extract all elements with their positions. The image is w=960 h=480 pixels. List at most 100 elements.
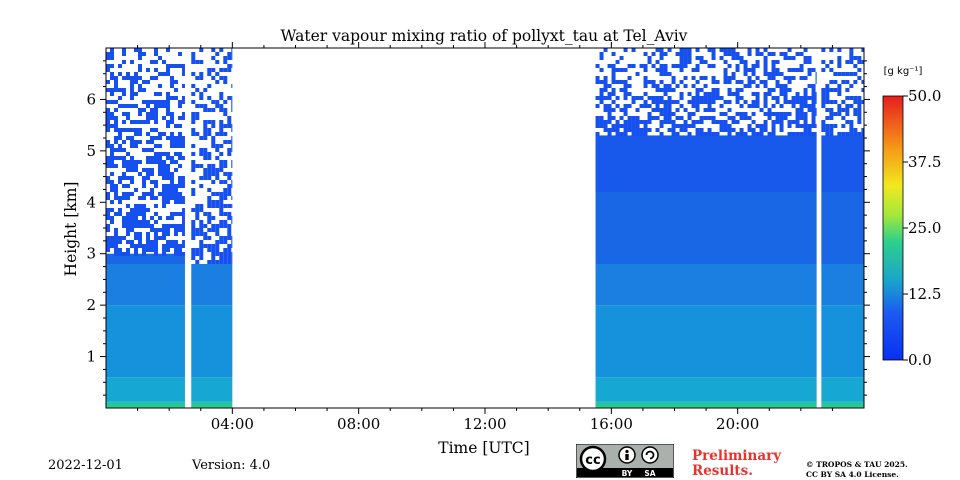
heatmap-cell	[142, 204, 146, 208]
heatmap-cell	[699, 128, 704, 132]
heatmap-cell	[767, 72, 772, 76]
heatmap-cell	[134, 120, 138, 124]
heatmap-cell	[751, 92, 756, 96]
heatmap-cell	[106, 156, 110, 160]
heatmap-cell	[142, 120, 146, 124]
heatmap-cell	[207, 128, 212, 132]
heatmap-cell	[182, 224, 185, 228]
heatmap-cell	[191, 164, 196, 168]
heatmap-cell	[191, 252, 196, 256]
heatmap-cell	[191, 256, 196, 260]
heatmap-cell	[178, 196, 182, 200]
heatmap-cell	[174, 168, 178, 172]
heatmap-cell	[174, 188, 178, 192]
heatmap-cell	[118, 208, 122, 212]
heatmap-cell	[182, 184, 185, 188]
heatmap-cell	[150, 140, 154, 144]
heatmap-cell	[191, 152, 196, 156]
heatmap-cell	[134, 48, 138, 52]
heatmap-cell	[146, 68, 150, 72]
heatmap-cell	[215, 176, 220, 180]
heatmap-cell	[711, 116, 716, 120]
heatmap-cell	[134, 216, 138, 220]
heatmap-cell	[182, 196, 185, 200]
heatmap-cell	[747, 84, 752, 88]
heatmap-cell	[150, 168, 154, 172]
heatmap-cell	[857, 76, 862, 80]
heatmap-cell	[130, 104, 134, 108]
heatmap-cell	[227, 204, 232, 208]
heatmap-cell	[635, 72, 640, 76]
heatmap-cell	[138, 68, 142, 72]
cc-icon: cc	[585, 453, 600, 468]
heatmap-cell	[667, 128, 672, 132]
heatmap-cell	[114, 252, 118, 256]
heatmap-cell	[735, 92, 740, 96]
heatmap-cell	[215, 104, 220, 108]
heatmap-cell	[607, 108, 612, 112]
heatmap-cell	[158, 236, 162, 240]
heatmap-cell	[603, 120, 608, 124]
heatmap-cell	[623, 120, 628, 124]
heatmap-cell	[150, 188, 154, 192]
heatmap-cell	[211, 216, 216, 220]
heatmap-cell	[138, 120, 142, 124]
heatmap-cell	[735, 56, 740, 60]
heatmap-cell	[207, 152, 212, 156]
heatmap-cell	[787, 88, 792, 92]
heatmap-cell	[715, 88, 720, 92]
heatmap-cell	[739, 116, 744, 120]
heatmap-cell	[138, 108, 142, 112]
heatmap-cell	[857, 132, 862, 136]
heatmap-cell	[122, 224, 126, 228]
heatmap-cell	[815, 108, 817, 112]
heatmap-cell	[106, 80, 110, 84]
heatmap-cell	[611, 72, 616, 76]
heatmap-cell	[118, 180, 122, 184]
heatmap-cell	[174, 248, 178, 252]
heatmap-cell	[825, 88, 830, 92]
heatmap-cell	[763, 112, 768, 116]
heatmap-cell	[747, 104, 752, 108]
heatmap-cell	[647, 120, 652, 124]
heatmap-cell	[619, 68, 624, 72]
heatmap-cell	[231, 172, 233, 176]
heatmap-cell	[223, 220, 228, 224]
heatmap-cell	[795, 100, 800, 104]
heatmap-cell	[150, 108, 154, 112]
heatmap-cell	[727, 100, 732, 104]
heatmap-cell	[231, 260, 233, 264]
heatmap-cell	[223, 188, 228, 192]
heatmap-cell	[695, 64, 700, 68]
heatmap-cell	[683, 120, 688, 124]
heatmap-cell	[199, 224, 204, 228]
heatmap-cell	[191, 120, 196, 124]
heatmap-cell	[659, 64, 664, 68]
heatmap-cell	[639, 120, 644, 124]
heatmap-cell	[811, 124, 816, 128]
heatmap-cell	[182, 216, 185, 220]
heatmap-cell	[659, 68, 664, 72]
heatmap-cell	[122, 192, 126, 196]
heatmap-cell	[783, 88, 788, 92]
heatmap-cell	[134, 80, 138, 84]
heatmap-cell	[727, 88, 732, 92]
heatmap-cell	[178, 152, 182, 156]
heatmap-cell	[643, 104, 648, 108]
heatmap-cell	[611, 52, 616, 56]
heatmap-cell	[199, 208, 204, 212]
heatmap-cell	[683, 108, 688, 112]
heatmap-cell	[126, 204, 130, 208]
heatmap-cell	[227, 56, 232, 60]
heatmap-cell	[154, 136, 158, 140]
heatmap-cell	[211, 120, 216, 124]
heatmap-cell	[227, 68, 232, 72]
heatmap-cell	[837, 132, 842, 136]
heatmap-cell	[595, 104, 600, 108]
heatmap-cell	[154, 92, 158, 96]
heatmap-cell	[219, 224, 224, 228]
heatmap-cell	[146, 192, 150, 196]
heatmap-cell	[191, 168, 196, 172]
heatmap-cell	[837, 88, 842, 92]
heatmap-cell	[154, 104, 158, 108]
